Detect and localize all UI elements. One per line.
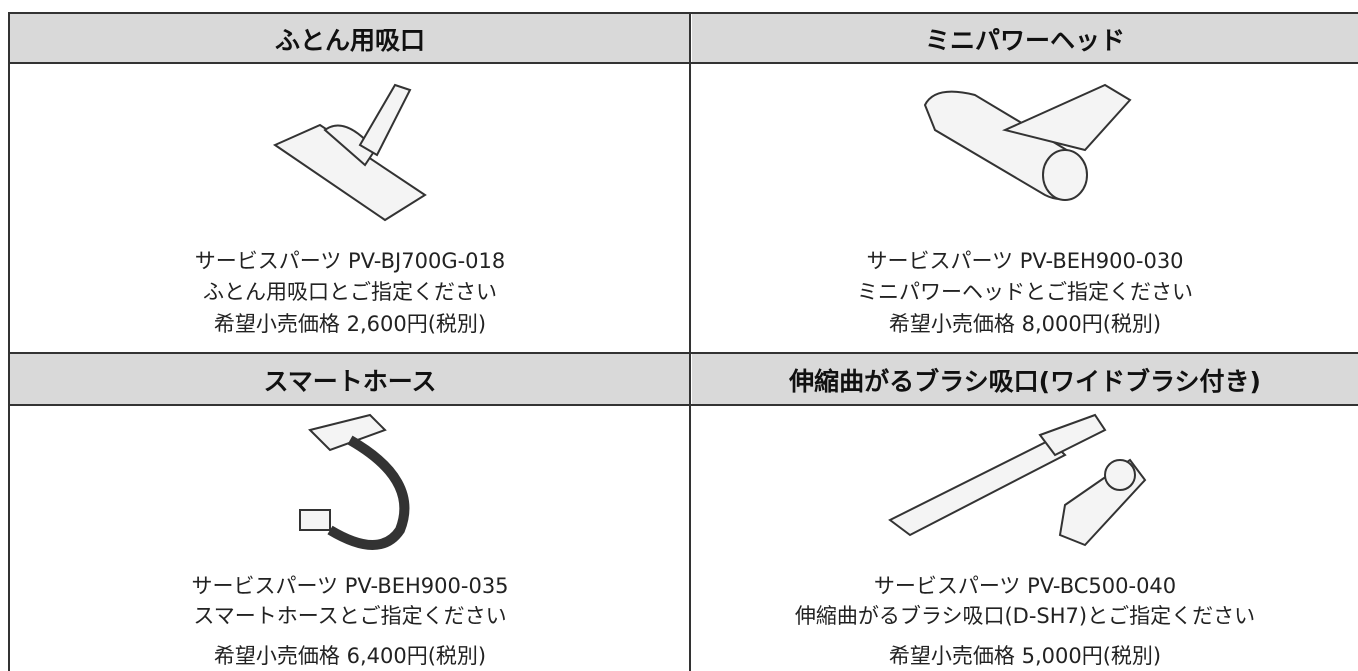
cell-title: ふとん用吸口 — [10, 14, 690, 63]
price: 希望小売価格 2,600円(税別) — [213, 312, 487, 336]
cell-title: 伸縮曲がるブラシ吸口(ワイドブラシ付き) — [692, 354, 1358, 405]
part-number: サービスパーツ PV-BC500-040 — [873, 574, 1177, 598]
border — [8, 62, 1358, 64]
part-number: サービスパーツ PV-BEH900-035 — [191, 574, 509, 598]
product-image — [272, 83, 427, 222]
border — [8, 404, 1358, 406]
part-number: サービスパーツ PV-BJ700G-018 — [194, 249, 506, 273]
border — [8, 12, 10, 671]
border — [8, 352, 1358, 354]
cell-title: ミニパワーヘッド — [692, 14, 1358, 63]
part-number: サービスパーツ PV-BEH900-030 — [866, 249, 1184, 273]
product-image — [299, 413, 410, 550]
note: スマートホースとご指定ください — [193, 604, 507, 628]
cell-title: スマートホース — [10, 354, 690, 405]
border — [689, 12, 691, 671]
price: 希望小売価格 5,000円(税別) — [888, 644, 1162, 668]
price: 希望小売価格 8,000円(税別) — [888, 312, 1162, 336]
note: 伸縮曲がるブラシ吸口(D-SH7)とご指定ください — [794, 604, 1256, 628]
note: ミニパワーヘッドとご指定ください — [857, 280, 1193, 304]
border — [8, 12, 1358, 14]
price: 希望小売価格 6,400円(税別) — [213, 644, 487, 668]
product-image — [888, 413, 1147, 547]
note: ふとん用吸口とご指定ください — [203, 280, 497, 304]
product-image — [923, 83, 1132, 201]
